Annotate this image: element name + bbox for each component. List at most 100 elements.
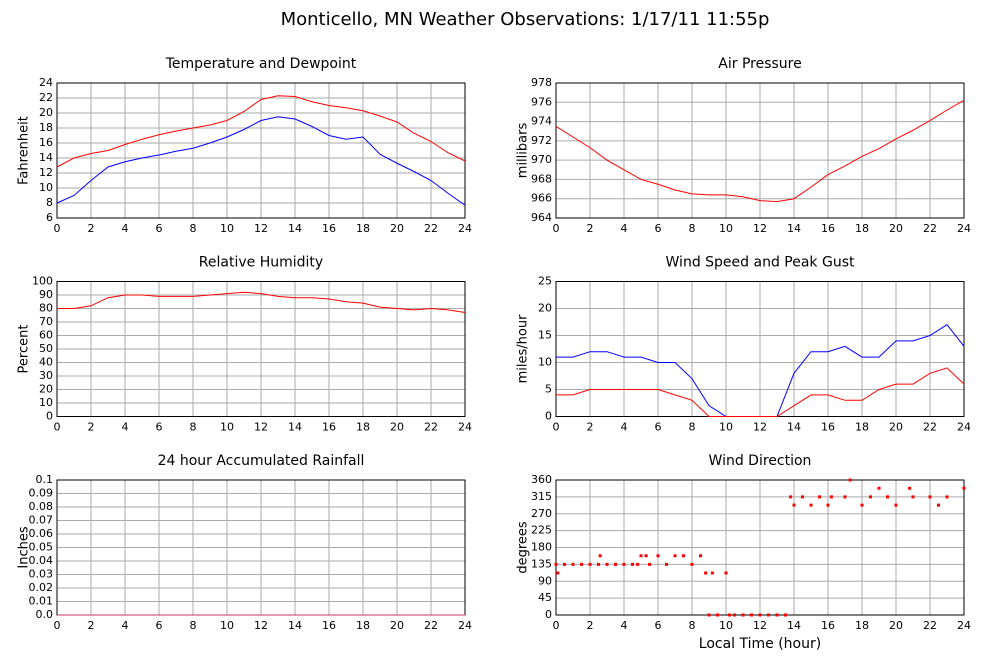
data-point (682, 554, 685, 558)
data-point (580, 562, 583, 566)
chart-title: Air Pressure (718, 56, 801, 72)
x-tick-label: 0 (553, 222, 560, 235)
x-tick-label: 0 (553, 619, 560, 632)
x-tick-label: 0 (553, 421, 560, 434)
x-tick-label: 2 (88, 421, 95, 434)
y-tick-label: 0.03 (29, 568, 54, 581)
y-tick-label: 70 (39, 315, 53, 328)
page-title: Monticello, MN Weather Observations: 1/1… (281, 9, 770, 30)
data-point (614, 562, 617, 566)
data-point (656, 554, 660, 558)
data-point (843, 495, 847, 499)
data-point (877, 486, 881, 490)
y-tick-label: 972 (531, 134, 552, 147)
x-tick-label: 24 (957, 222, 971, 235)
data-point (908, 486, 912, 490)
data-point (758, 613, 762, 617)
x-tick-label: 14 (288, 222, 302, 235)
x-tick-label: 4 (621, 619, 628, 632)
plot-frame (555, 82, 965, 219)
data-point (556, 571, 560, 575)
x-tick-label: 12 (753, 619, 767, 632)
data-point (789, 495, 793, 499)
y-tick-label: 14 (39, 151, 53, 164)
data-line (56, 95, 466, 168)
y-tick-label: 6 (46, 211, 53, 224)
x-tick-label: 14 (288, 619, 302, 632)
y-tick-label: 970 (531, 153, 552, 166)
y-tick-label: 0.08 (29, 500, 54, 513)
data-point (710, 571, 714, 575)
data-point (673, 554, 677, 558)
y-tick-label: 360 (531, 473, 552, 486)
x-axis-label: Local Time (hour) (699, 636, 821, 652)
data-point (826, 503, 830, 507)
data-line (555, 99, 965, 203)
y-tick-label: 20 (538, 302, 552, 315)
data-point (750, 613, 753, 617)
x-tick-label: 24 (458, 619, 472, 632)
x-tick-label: 20 (889, 222, 903, 235)
data-point (588, 562, 592, 566)
data-point (767, 613, 770, 617)
data-point (869, 495, 872, 499)
y-tick-label: 0 (545, 410, 552, 423)
data-point (605, 562, 609, 566)
x-tick-label: 4 (122, 222, 129, 235)
y-tick-label: 50 (39, 342, 53, 355)
x-tick-label: 4 (122, 619, 129, 632)
y-tick-label: 966 (531, 192, 552, 205)
data-point (631, 562, 634, 566)
x-tick-label: 18 (356, 222, 370, 235)
y-tick-label: 80 (39, 302, 53, 315)
x-tick-label: 14 (787, 421, 801, 434)
x-tick-label: 6 (655, 421, 662, 434)
y-tick-label: 10 (538, 356, 552, 369)
x-tick-label: 4 (621, 421, 628, 434)
x-tick-label: 18 (855, 222, 869, 235)
data-point (639, 554, 643, 558)
y-tick-label: 24 (39, 76, 53, 89)
data-point (648, 562, 651, 566)
x-tick-label: 6 (156, 421, 163, 434)
x-tick-label: 8 (689, 421, 696, 434)
data-point (937, 503, 940, 507)
y-tick-label: 0.06 (29, 527, 54, 540)
x-tick-label: 0 (54, 421, 61, 434)
y-axis-label: millibars (516, 123, 531, 179)
data-point (571, 562, 575, 566)
x-tick-label: 6 (655, 222, 662, 235)
y-tick-label: 978 (531, 76, 552, 89)
y-tick-label: 5 (545, 383, 552, 396)
y-tick-label: 10 (39, 181, 53, 194)
x-tick-label: 16 (821, 222, 835, 235)
data-line (57, 291, 466, 314)
data-point (707, 613, 711, 617)
data-point (699, 554, 702, 558)
data-line (556, 367, 965, 417)
x-tick-label: 14 (787, 619, 801, 632)
x-tick-label: 18 (855, 421, 869, 434)
data-point (636, 562, 640, 566)
data-point (911, 495, 915, 499)
y-tick-label: 968 (531, 172, 552, 185)
y-tick-label: 976 (531, 95, 552, 108)
chart-title: Wind Direction (709, 453, 812, 469)
y-tick-label: 15 (538, 329, 552, 342)
x-tick-label: 16 (821, 421, 835, 434)
x-tick-label: 22 (424, 619, 438, 632)
x-tick-label: 10 (719, 222, 733, 235)
data-point (894, 503, 898, 507)
x-tick-label: 24 (458, 222, 472, 235)
y-tick-label: 25 (538, 275, 552, 288)
x-tick-label: 10 (719, 619, 733, 632)
x-tick-label: 6 (156, 222, 163, 235)
data-point (801, 495, 804, 499)
x-tick-label: 10 (719, 421, 733, 434)
data-point (597, 562, 600, 566)
x-tick-label: 16 (322, 222, 336, 235)
plot-frame (56, 281, 466, 417)
data-point (644, 554, 648, 558)
x-tick-label: 16 (821, 619, 835, 632)
y-tick-label: 0 (545, 608, 552, 621)
